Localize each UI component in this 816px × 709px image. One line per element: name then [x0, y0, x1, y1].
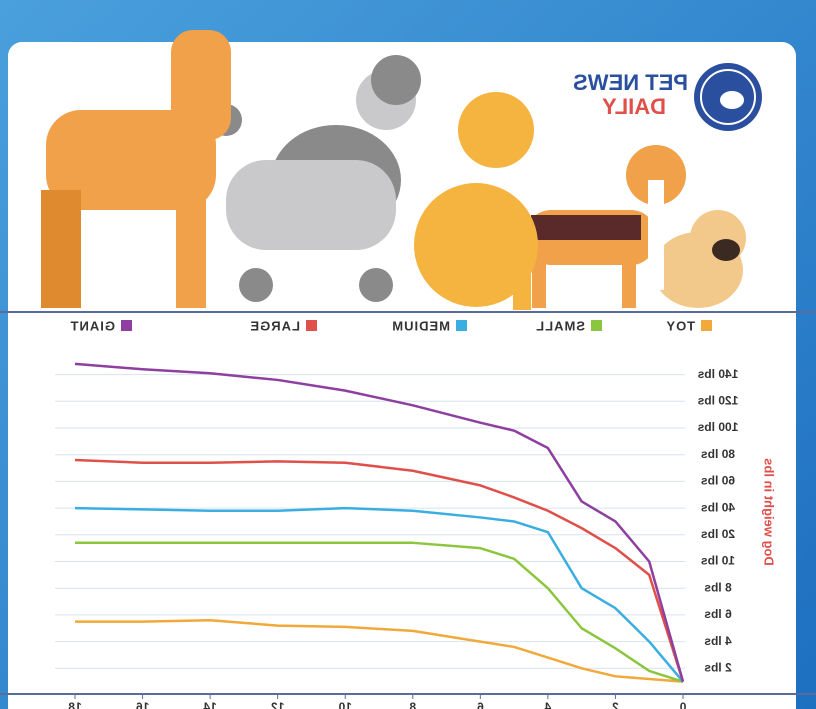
y-tick-label: 140 lbs [697, 367, 738, 381]
legend-swatch [306, 320, 317, 331]
legend-label: SMALL [535, 318, 585, 333]
y-tick-label: 4 lbs [704, 634, 732, 648]
x-tick-label: 4 [544, 700, 551, 709]
y-tick-label: 2 lbs [704, 660, 732, 674]
x-tick-label: 14 [203, 700, 217, 709]
series-line [74, 458, 685, 683]
x-tick-label: 2 [612, 700, 619, 709]
legend-swatch [701, 320, 712, 331]
legend-swatch [456, 320, 467, 331]
legend-swatch [121, 320, 132, 331]
dog-golden [414, 92, 538, 310]
y-tick-label: 120 lbs [697, 393, 738, 407]
logo-line2: DAILY [602, 94, 666, 119]
y-tick-label: 40 lbs [701, 500, 735, 514]
y-tick-label: 8 lbs [704, 580, 732, 594]
x-tick-label: 12 [271, 700, 285, 709]
y-tick-label: 80 lbs [701, 447, 735, 461]
x-tick-label: 6 [477, 700, 484, 709]
dog-beagle [526, 145, 686, 308]
y-tick-label: 6 lbs [704, 607, 732, 621]
legend-swatch [591, 320, 602, 331]
dog-airedale [41, 30, 231, 308]
y-tick-label: 20 lbs [701, 527, 735, 541]
dog-pug [653, 210, 746, 308]
legend-label: GIANT [70, 318, 115, 333]
y-tick-label: 60 lbs [701, 474, 735, 488]
series-line [74, 362, 685, 682]
x-tick-label: 18 [68, 700, 82, 709]
y-tick-label: 10 lbs [701, 554, 735, 568]
legend-label: MEDIUM [391, 318, 450, 333]
logo-ring [700, 69, 756, 125]
x-tick-label: 10 [338, 700, 352, 709]
dog-poodle [210, 55, 421, 302]
legend-label: LARGE [250, 318, 301, 333]
logo-dog [720, 91, 744, 109]
series-line [74, 506, 684, 683]
x-tick-label: 0 [679, 700, 686, 709]
legend-label: TOY [666, 318, 696, 333]
series-line [75, 618, 684, 683]
series-line [75, 541, 684, 683]
mirrored-content: PET NEWS DAILY Dog weight in lbs 2 lbs 4 … [0, 30, 816, 709]
logo-line1: PET NEWS [573, 70, 688, 95]
x-tick-label: 8 [409, 700, 416, 709]
x-tick-label: 16 [136, 700, 150, 709]
y-tick-label: 100 lbs [697, 420, 738, 434]
y-axis-label: Dog weight in lbs [762, 458, 777, 566]
